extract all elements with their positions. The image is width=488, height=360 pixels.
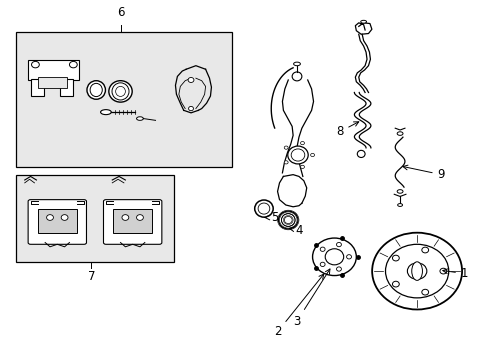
Bar: [28, 60, 79, 80]
FancyBboxPatch shape: [103, 200, 162, 244]
Ellipse shape: [188, 107, 193, 111]
Ellipse shape: [397, 203, 402, 206]
Ellipse shape: [284, 146, 287, 149]
Ellipse shape: [407, 263, 426, 279]
Ellipse shape: [61, 215, 68, 220]
Ellipse shape: [325, 249, 343, 265]
Ellipse shape: [112, 83, 129, 100]
Ellipse shape: [392, 255, 399, 261]
Ellipse shape: [336, 267, 341, 271]
Ellipse shape: [278, 211, 297, 229]
Ellipse shape: [188, 77, 194, 82]
Ellipse shape: [346, 255, 351, 259]
Bar: [113, 209, 152, 233]
Ellipse shape: [116, 86, 125, 96]
Text: 7: 7: [87, 270, 95, 283]
Ellipse shape: [291, 72, 301, 81]
Ellipse shape: [46, 215, 53, 220]
Ellipse shape: [87, 81, 105, 99]
Ellipse shape: [360, 20, 366, 23]
Ellipse shape: [254, 200, 273, 217]
Ellipse shape: [439, 268, 446, 274]
Ellipse shape: [300, 141, 304, 145]
Text: 1: 1: [442, 267, 468, 280]
Bar: [16, 175, 174, 262]
Text: 2: 2: [273, 274, 323, 338]
Ellipse shape: [385, 244, 448, 298]
Ellipse shape: [396, 190, 402, 193]
Ellipse shape: [371, 233, 461, 310]
Ellipse shape: [284, 216, 291, 224]
Text: 3: 3: [293, 269, 329, 328]
Text: 6: 6: [117, 6, 124, 19]
Text: 8: 8: [335, 122, 358, 138]
Ellipse shape: [258, 203, 269, 214]
Text: 4: 4: [289, 224, 303, 237]
Ellipse shape: [101, 110, 111, 114]
Bar: [16, 32, 232, 167]
Ellipse shape: [31, 62, 39, 68]
Ellipse shape: [396, 132, 402, 135]
Text: 5: 5: [264, 211, 278, 224]
Text: 9: 9: [402, 165, 444, 181]
Ellipse shape: [310, 153, 314, 157]
Ellipse shape: [320, 262, 325, 266]
Ellipse shape: [421, 289, 428, 295]
Ellipse shape: [312, 238, 356, 275]
Ellipse shape: [281, 213, 294, 226]
Ellipse shape: [290, 149, 304, 161]
Bar: [60, 79, 73, 96]
Bar: [30, 79, 44, 96]
Ellipse shape: [392, 281, 399, 287]
Ellipse shape: [136, 117, 143, 120]
Ellipse shape: [411, 262, 422, 280]
Ellipse shape: [336, 242, 341, 247]
Ellipse shape: [320, 247, 325, 251]
FancyBboxPatch shape: [28, 200, 86, 244]
Ellipse shape: [90, 84, 102, 96]
Ellipse shape: [136, 215, 143, 220]
Ellipse shape: [293, 62, 300, 66]
Ellipse shape: [357, 150, 365, 157]
Bar: [38, 77, 67, 88]
Ellipse shape: [421, 247, 428, 253]
Ellipse shape: [109, 81, 132, 102]
Bar: [38, 209, 77, 233]
Ellipse shape: [300, 165, 304, 168]
Ellipse shape: [287, 146, 307, 164]
Ellipse shape: [284, 161, 287, 164]
Ellipse shape: [69, 62, 77, 68]
Ellipse shape: [122, 215, 128, 220]
